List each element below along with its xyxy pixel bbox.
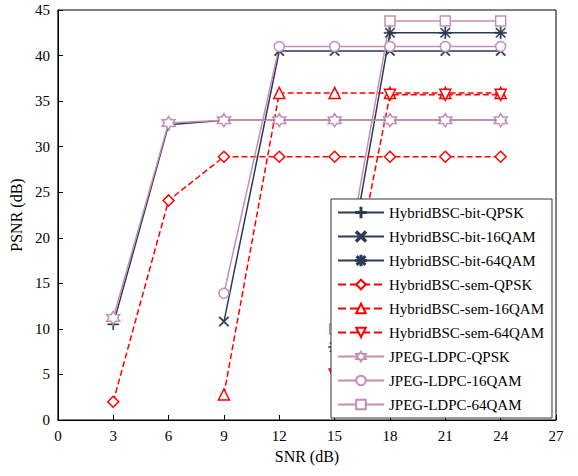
svg-text:HybridBSC-bit-QPSK: HybridBSC-bit-QPSK	[389, 205, 524, 221]
svg-text:12: 12	[272, 428, 287, 444]
svg-text:21: 21	[438, 428, 453, 444]
svg-text:HybridBSC-sem-64QAM: HybridBSC-sem-64QAM	[389, 325, 544, 341]
svg-text:15: 15	[327, 428, 342, 444]
svg-text:24: 24	[493, 428, 509, 444]
svg-text:HybridBSC-sem-QPSK: HybridBSC-sem-QPSK	[389, 277, 533, 293]
svg-text:3: 3	[109, 428, 117, 444]
svg-text:27: 27	[549, 428, 565, 444]
svg-text:0: 0	[42, 412, 50, 428]
svg-text:JPEG-LDPC-64QAM: JPEG-LDPC-64QAM	[389, 397, 522, 413]
svg-text:HybridBSC-bit-64QAM: HybridBSC-bit-64QAM	[389, 253, 536, 269]
svg-text:25: 25	[35, 184, 50, 200]
svg-text:0: 0	[54, 428, 62, 444]
svg-text:20: 20	[35, 230, 50, 246]
svg-text:45: 45	[35, 2, 50, 18]
svg-text:JPEG-LDPC-QPSK: JPEG-LDPC-QPSK	[389, 349, 510, 365]
svg-text:35: 35	[35, 93, 50, 109]
svg-text:HybridBSC-bit-16QAM: HybridBSC-bit-16QAM	[389, 229, 536, 245]
svg-text:PSNR (dB): PSNR (dB)	[8, 178, 26, 251]
svg-text:40: 40	[35, 48, 50, 64]
svg-text:6: 6	[165, 428, 173, 444]
svg-text:30: 30	[35, 139, 50, 155]
svg-text:9: 9	[220, 428, 228, 444]
svg-text:SNR (dB): SNR (dB)	[275, 448, 339, 466]
svg-text:HybridBSC-sem-16QAM: HybridBSC-sem-16QAM	[389, 301, 544, 317]
svg-text:JPEG-LDPC-16QAM: JPEG-LDPC-16QAM	[389, 373, 522, 389]
svg-text:18: 18	[382, 428, 397, 444]
svg-text:10: 10	[35, 321, 50, 337]
svg-text:15: 15	[35, 275, 50, 291]
svg-text:5: 5	[42, 366, 50, 382]
